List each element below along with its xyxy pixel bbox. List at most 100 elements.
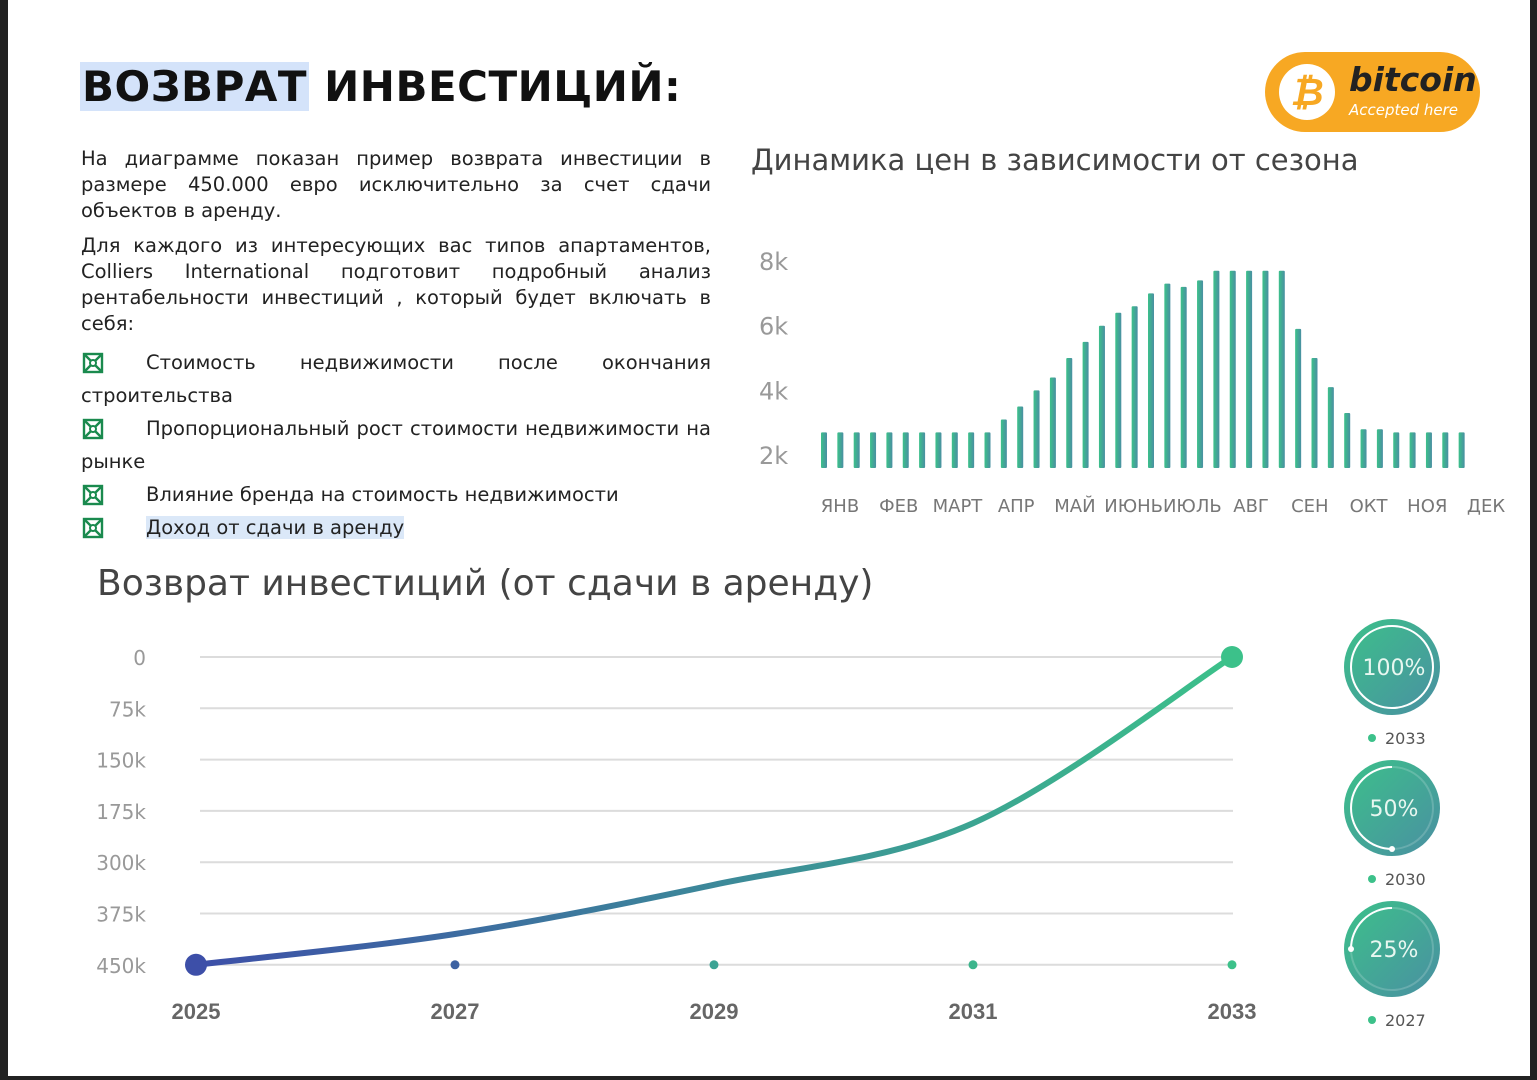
donut-year: 2033 xyxy=(1385,729,1426,748)
month-label: ОКТ xyxy=(1350,496,1389,517)
axis-point xyxy=(1227,960,1237,970)
donut: 100% 2033 xyxy=(1344,619,1440,748)
x-tick-label: 2027 xyxy=(431,999,480,1024)
bar xyxy=(1246,270,1253,468)
bar xyxy=(853,432,860,468)
bar xyxy=(1148,293,1154,468)
bitcoin-badge: ₿ bitcoin Accepted here xyxy=(1265,52,1480,132)
bar xyxy=(935,432,942,468)
bar xyxy=(1115,312,1122,468)
bar xyxy=(1197,280,1204,468)
donut-legend-dot xyxy=(1368,734,1376,742)
bar xyxy=(1458,432,1465,468)
donut-progress-dot xyxy=(1348,946,1354,952)
bar xyxy=(902,432,909,468)
donut-disc xyxy=(1344,619,1440,715)
page-title: ВОЗВРАТ ИНВЕСТИЦИЙ: xyxy=(80,62,681,111)
bar xyxy=(984,432,991,468)
month-label: ЯНВ xyxy=(821,496,859,517)
bar xyxy=(1295,328,1302,468)
donut-percent: 25% xyxy=(1370,938,1419,963)
donut-year: 2030 xyxy=(1385,870,1426,889)
bar xyxy=(821,432,827,468)
bullet-item: Влияние бренда на стоимость недвижимости xyxy=(81,478,711,511)
donut-year: 2027 xyxy=(1385,1011,1426,1030)
bullet-text: Влияние бренда на стоимость недвижимости xyxy=(146,483,619,506)
bar xyxy=(1033,390,1040,468)
month-label: ФЕВ xyxy=(879,496,918,517)
bar xyxy=(1393,432,1400,468)
x-tick-label: 2025 xyxy=(172,999,221,1024)
bar xyxy=(951,432,958,468)
season-chart-title: Динамика цен в зависимости от сезона xyxy=(751,143,1359,177)
bar xyxy=(1098,325,1105,468)
bullet-list: Стоимость недвижимости после окончания с… xyxy=(81,346,711,544)
title-highlight: ВОЗВРАТ xyxy=(80,62,310,111)
donut-percent: 100% xyxy=(1363,656,1426,681)
bar xyxy=(1066,358,1073,468)
donut-progress xyxy=(1350,766,1393,850)
y-tick-label: 175k xyxy=(96,800,146,824)
bullet-text: Доход от сдачи в аренду xyxy=(146,516,405,539)
month-label: ИЮЛЬ xyxy=(1163,496,1222,517)
bar xyxy=(1017,406,1024,468)
month-label: МАЙ xyxy=(1054,495,1095,517)
slide: ВОЗВРАТ ИНВЕСТИЦИЙ: На диаграмме показан… xyxy=(8,0,1530,1076)
donut-progress xyxy=(1350,907,1393,950)
bar xyxy=(1082,341,1089,468)
bar xyxy=(1131,306,1138,468)
bar xyxy=(1164,283,1171,468)
roi-chart-title: Возврат инвестиций (от сдачи в аренду) xyxy=(97,563,874,604)
donut-progress xyxy=(1350,625,1434,709)
bar xyxy=(1229,270,1236,468)
intro-paragraph-2: Для каждого из интересующих вас типов ап… xyxy=(81,234,711,335)
y-tick-label: 300k xyxy=(96,851,146,875)
bar xyxy=(1278,270,1285,468)
bullet-item: Доход от сдачи в аренду xyxy=(81,511,711,544)
bullet-arrows-icon xyxy=(82,517,104,539)
month-label: ИЮНЬ xyxy=(1104,496,1163,517)
x-tick-label: 2029 xyxy=(690,999,739,1024)
axis-point xyxy=(709,960,719,970)
bar xyxy=(1000,419,1007,468)
bar xyxy=(1311,358,1318,468)
y-tick-label: 450k xyxy=(96,954,146,978)
bitcoin-icon: ₿ xyxy=(1279,64,1335,120)
bar xyxy=(1360,429,1367,468)
donut-percent: 50% xyxy=(1370,797,1419,822)
bar xyxy=(1049,377,1056,468)
bar xyxy=(870,432,877,468)
donut-disc xyxy=(1344,760,1440,856)
bar xyxy=(886,432,893,468)
bitcoin-word: bitcoin xyxy=(1349,60,1477,99)
roi-series-line xyxy=(193,654,1235,968)
start-point xyxy=(185,953,207,976)
roi-line-chart: 0 75k 150k 175k 300k 375k 450k 2025 2027 2029 2031… xyxy=(96,646,1256,1024)
bar xyxy=(1442,432,1449,468)
bar xyxy=(1344,413,1351,468)
bullet-arrows-icon xyxy=(82,418,104,440)
bullet-text: Пропорциональный рост стоимости недвижим… xyxy=(81,417,711,473)
bar xyxy=(1180,286,1187,468)
bar xyxy=(1262,270,1269,468)
bitcoin-subtitle: Accepted here xyxy=(1349,101,1459,119)
bullet-arrows-icon xyxy=(82,352,104,374)
donut-legend-dot xyxy=(1368,875,1376,883)
bar xyxy=(1409,432,1416,468)
bullet-item: Стоимость недвижимости после окончания с… xyxy=(81,346,711,412)
bullet-text: Стоимость недвижимости после окончания с… xyxy=(81,351,711,407)
x-tick-label: 2031 xyxy=(949,999,998,1024)
bar xyxy=(919,432,926,468)
bar xyxy=(1376,429,1383,468)
intro-text: На диаграмме показан пример возврата инв… xyxy=(81,146,711,544)
intro-paragraph-1: На диаграмме показан пример возврата инв… xyxy=(81,147,711,222)
month-label: ДЕК xyxy=(1467,496,1505,517)
bar xyxy=(837,432,844,468)
y-tick-label: 8k xyxy=(759,248,788,276)
month-label: АВГ xyxy=(1233,496,1269,517)
donut-disc xyxy=(1344,901,1440,997)
title-rest: ИНВЕСТИЦИЙ: xyxy=(309,62,682,111)
bullet-arrows-icon xyxy=(82,484,104,506)
month-label: СЕН xyxy=(1291,496,1328,517)
bar xyxy=(1213,270,1220,468)
